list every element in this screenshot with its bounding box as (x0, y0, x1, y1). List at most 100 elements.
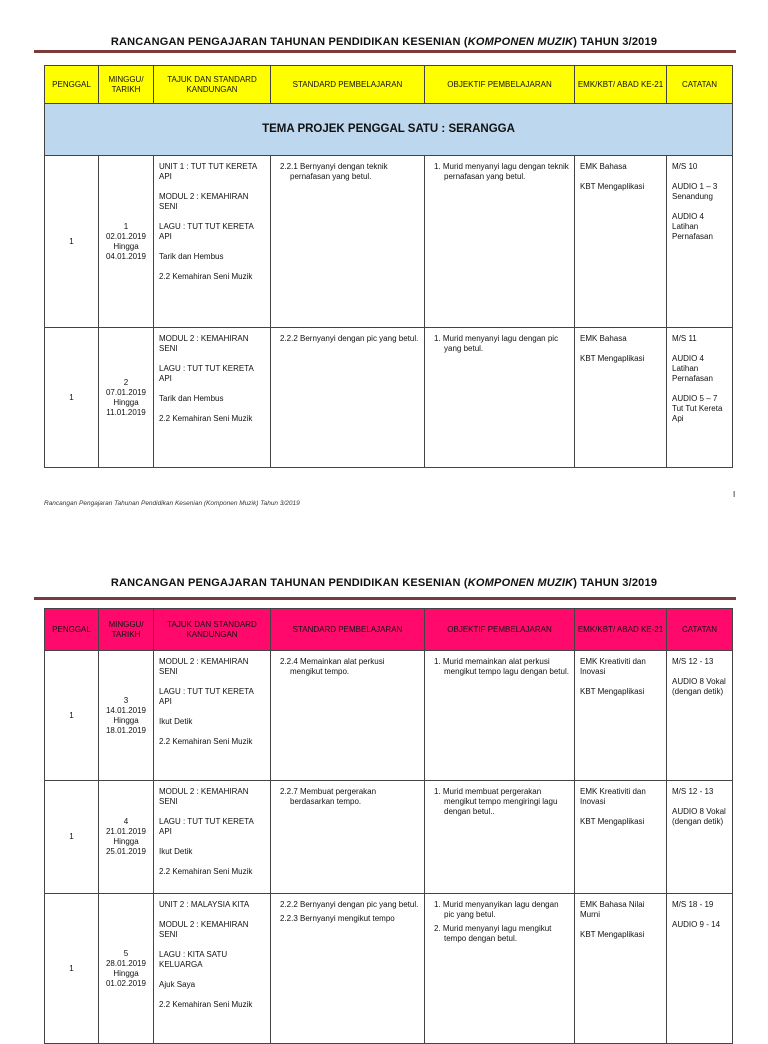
catatan-line: AUDIO 4 Latihan Pernafasan (672, 354, 713, 383)
header-penggal: PENGGAL (44, 65, 99, 104)
tajuk-line: Tarik dan Hembus (159, 252, 224, 261)
emk-line: KBT Mengaplikasi (580, 182, 645, 191)
standard-line: 2.2.4 Memainkan alat perkusi mengikut te… (280, 657, 385, 676)
catatan-line: AUDIO 9 - 14 (672, 920, 721, 929)
catatan-line: M/S 10 (672, 162, 698, 171)
objektif-cell: 1. Murid menyanyikan lagu dengan pic yan… (424, 893, 575, 1044)
emk-line: EMK Kreativiti dan Inovasi (580, 657, 646, 676)
minggu-line: 28.01.2019 (105, 958, 147, 968)
header-minggu: MINGGU/ TARIKH (98, 65, 154, 104)
minggu-line: Hingga (113, 241, 139, 251)
tajuk-line: MODUL 2 : KEMAHIRAN SENI (159, 192, 249, 211)
plan-table-page2: PENGGAL MINGGU/ TARIKH TAJUK DAN STANDARD … (44, 608, 733, 1044)
standard-cell: 2.2.4 Memainkan alat perkusi mengikut te… (270, 650, 425, 781)
minggu-line: 4 (123, 817, 129, 826)
tajuk-line: MODUL 2 : KEMAHIRAN SENI (159, 657, 249, 676)
catatan-line: M/S 12 - 13 (672, 787, 714, 796)
minggu-cell: 3 14.01.2019 Hingga 18.01.2019 (98, 650, 154, 781)
emk-line: EMK Kreativiti dan Inovasi (580, 787, 646, 806)
penggal-cell: 1 (44, 780, 99, 894)
minggu-line: Hingga (113, 968, 139, 978)
header-tajuk: TAJUK DAN STANDARD KANDUNGAN (153, 65, 271, 104)
header-emk: EMK/KBT/ ABAD KE-21 (574, 608, 667, 651)
objektif-cell: 1. Murid membuat pergerakan mengikut tem… (424, 780, 575, 894)
catatan-line: AUDIO 4 Latihan Pernafasan (672, 212, 713, 241)
minggu-cell: 1 02.01.2019 Hingga 04.01.2019 (98, 155, 154, 328)
minggu-line: 3 (123, 695, 129, 705)
header-objektif: OBJEKTIF PEMBELAJARAN (424, 65, 575, 104)
catatan-line: M/S 11 (672, 334, 697, 343)
minggu-line: Hingga (113, 715, 139, 725)
table-row: 1 4 21.01.2019 Hingga 25.01.2019 MODUL 2 : … (44, 780, 733, 894)
title-rule (34, 50, 736, 53)
header-tajuk: TAJUK DAN STANDARD KANDUNGAN (153, 608, 271, 651)
catatan-line: AUDIO 1 – 3 Senandung (672, 182, 718, 201)
header-penggal: PENGGAL (44, 608, 99, 651)
objektif-cell: 1. Murid memainkan alat perkusi mengikut… (424, 650, 575, 781)
penggal-cell: 1 (44, 155, 99, 328)
theme-title: TEMA PROJEK PENGGAL SATU : SERANGGA (44, 103, 733, 156)
tajuk-line: 2.2 Kemahiran Seni Muzik (159, 867, 253, 876)
tajuk-line: 2.2 Kemahiran Seni Muzik (159, 1000, 253, 1009)
table-row: 1 5 28.01.2019 Hingga 01.02.2019 UNIT 2 : M… (44, 893, 733, 1044)
emk-line: EMK Bahasa (580, 162, 627, 171)
catatan-line: AUDIO 8 Vokal (dengan detik) (672, 677, 726, 696)
catatan-cell: M/S 10 AUDIO 1 – 3 Senandung AUDIO 4 Latih… (666, 155, 733, 328)
standard-line: 2.2.3 Bernyanyi mengikut tempo (280, 914, 395, 923)
header-objektif: OBJEKTIF PEMBELAJARAN (424, 608, 575, 651)
catatan-line: M/S 12 - 13 (672, 657, 714, 666)
standard-cell: 2.2.2 Bernyanyi dengan pic yang betul. (270, 327, 425, 468)
emk-line: KBT Mengaplikasi (580, 817, 645, 826)
minggu-line: 14.01.2019 (105, 705, 147, 715)
tajuk-line: Ikut Detik (159, 847, 193, 856)
header-standard: STANDARD PEMBELAJARAN (270, 65, 425, 104)
standard-line: 2.2.2 Bernyanyi dengan pic yang betul. (280, 334, 419, 343)
objektif-cell: 1. Murid menyanyi lagu dengan teknik per… (424, 155, 575, 328)
tajuk-cell: MODUL 2 : KEMAHIRAN SENI LAGU : TUT TUT K… (153, 650, 271, 781)
minggu-line: 11.01.2019 (106, 407, 146, 417)
penggal-cell: 1 (44, 327, 99, 468)
tajuk-line: LAGU : TUT TUT KERETA API (159, 222, 254, 241)
minggu-line: 1 (123, 221, 129, 231)
emk-line: EMK Bahasa Nilai Murni (580, 900, 645, 919)
emk-cell: EMK Bahasa KBT Mengaplikasi (574, 155, 667, 328)
catatan-cell: M/S 12 - 13 AUDIO 8 Vokal (dengan detik) (666, 650, 733, 781)
emk-cell: EMK Bahasa KBT Mengaplikasi (574, 327, 667, 468)
tajuk-line: Ikut Detik (159, 717, 193, 726)
emk-line: KBT Mengaplikasi (580, 687, 645, 696)
tajuk-line: UNIT 2 : MALAYSIA KITA (159, 900, 250, 909)
standard-cell: 2.2.1 Bernyanyi dengan teknik pernafasan… (270, 155, 425, 328)
catatan-line: M/S 18 - 19 (672, 900, 714, 909)
tajuk-line: Ajuk Saya (159, 980, 196, 989)
tajuk-line: 2.2 Kemahiran Seni Muzik (159, 737, 253, 746)
table-row: 1 3 14.01.2019 Hingga 18.01.2019 MODUL 2 : … (44, 650, 733, 781)
tajuk-line: MODUL 2 : KEMAHIRAN SENI (159, 334, 249, 353)
objektif-line: 1. Murid memainkan alat perkusi mengikut… (434, 657, 569, 676)
standard-cell: 2.2.7 Membuat pergerakan berdasarkan tem… (270, 780, 425, 894)
minggu-cell: 5 28.01.2019 Hingga 01.02.2019 (98, 893, 154, 1044)
tajuk-cell: MODUL 2 : KEMAHIRAN SENI LAGU : TUT TUT K… (153, 327, 271, 468)
catatan-cell: M/S 18 - 19 AUDIO 9 - 14 (666, 893, 733, 1044)
minggu-cell: 2 07.01.2019 Hingga 11.01.2019 (98, 327, 154, 468)
minggu-line: 04.01.2019 (105, 251, 147, 261)
tajuk-cell: UNIT 1 : TUT TUT KERETA API MODUL 2 : KEM… (153, 155, 271, 328)
table-row: 1 1 02.01.2019 Hingga 04.01.2019 UNIT 1 : T… (44, 155, 733, 328)
title-rule (34, 597, 736, 600)
standard-line: 2.2.1 Bernyanyi dengan teknik pernafasan… (280, 162, 388, 181)
objektif-line: 1. Murid menyanyi lagu dengan pic yang b… (434, 334, 559, 353)
standard-cell: 2.2.2 Bernyanyi dengan pic yang betul. 2.… (270, 893, 425, 1044)
tajuk-line: MODUL 2 : KEMAHIRAN SENI (159, 920, 249, 939)
minggu-line: Hingga (113, 397, 139, 407)
tajuk-line: 2.2 Kemahiran Seni Muzik (159, 272, 253, 281)
tajuk-line: MODUL 2 : KEMAHIRAN SENI (159, 787, 249, 806)
standard-line: 2.2.2 Bernyanyi dengan pic yang betul. (280, 900, 419, 909)
objektif-line: 2. Murid menyanyi lagu mengikut tempo de… (434, 924, 552, 943)
emk-line: KBT Mengaplikasi (580, 930, 645, 939)
objektif-line: 1. Murid menyanyikan lagu dengan pic yan… (434, 900, 559, 919)
emk-line: EMK Bahasa (580, 334, 627, 343)
minggu-line: 21.01.2019 (105, 827, 147, 836)
minggu-line: Hingga (113, 837, 139, 846)
tajuk-line: 2.2 Kemahiran Seni Muzik (159, 414, 253, 423)
theme-row: TEMA PROJEK PENGGAL SATU : SERANGGA (44, 103, 733, 156)
objektif-cell: 1. Murid menyanyi lagu dengan pic yang b… (424, 327, 575, 468)
